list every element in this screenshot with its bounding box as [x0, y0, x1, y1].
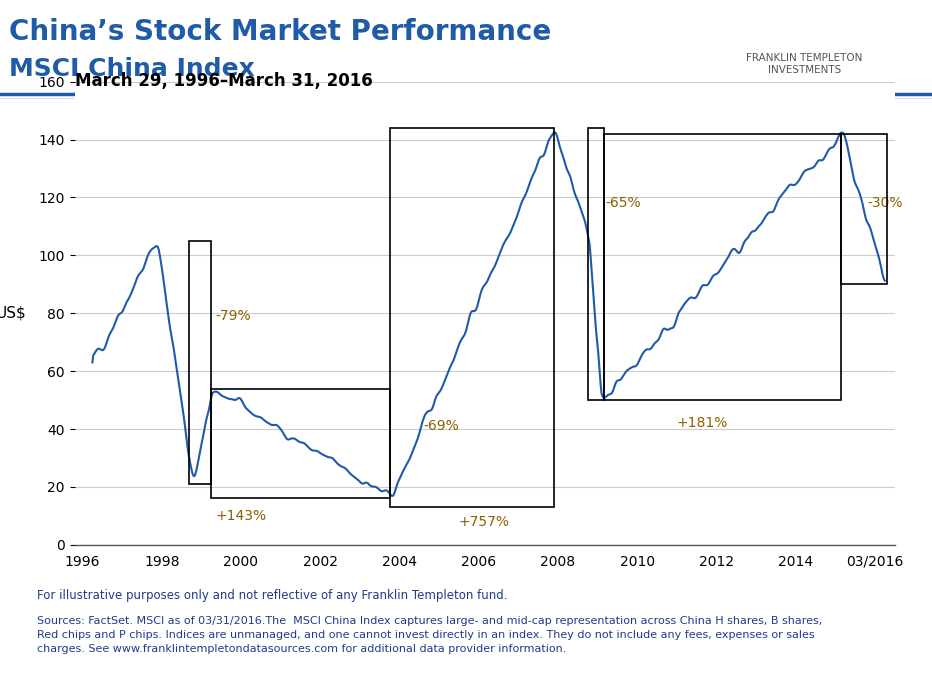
Text: +757%: +757% — [459, 515, 510, 528]
Bar — [604, 133, 842, 400]
Bar — [189, 241, 212, 484]
Bar — [842, 133, 886, 285]
Text: March 29, 1996–March 31, 2016: March 29, 1996–March 31, 2016 — [75, 72, 372, 89]
Text: FRANKLIN TEMPLETON
INVESTMENTS: FRANKLIN TEMPLETON INVESTMENTS — [747, 54, 862, 75]
Text: -30%: -30% — [867, 196, 902, 210]
Text: MSCI China Index: MSCI China Index — [9, 57, 255, 81]
Bar — [390, 128, 554, 507]
Y-axis label: US$: US$ — [0, 306, 26, 321]
Bar — [588, 128, 604, 400]
Text: Sources: FactSet. MSCI as of 03/31/2016.The  MSCI China Index captures large- an: Sources: FactSet. MSCI as of 03/31/2016.… — [37, 616, 823, 654]
Text: -69%: -69% — [423, 419, 459, 433]
Text: -65%: -65% — [606, 196, 641, 210]
Text: +143%: +143% — [215, 509, 267, 523]
Text: For illustrative purposes only and not reflective of any Franklin Templeton fund: For illustrative purposes only and not r… — [37, 589, 508, 602]
Text: +181%: +181% — [677, 416, 728, 430]
Bar — [212, 388, 390, 498]
Text: China’s Stock Market Performance: China’s Stock Market Performance — [9, 18, 552, 46]
Text: -79%: -79% — [215, 309, 251, 323]
